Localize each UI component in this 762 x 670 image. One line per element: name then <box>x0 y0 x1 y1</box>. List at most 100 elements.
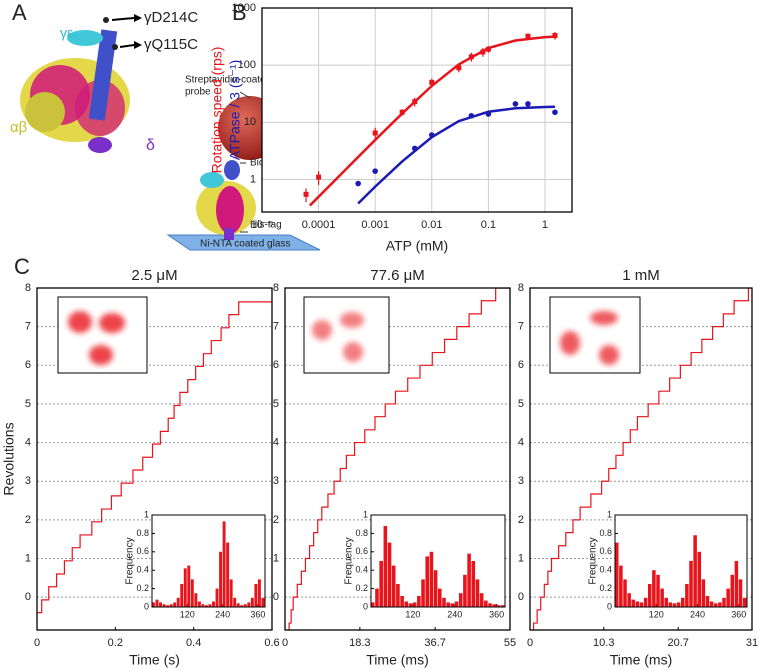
histogram-bar <box>169 604 173 607</box>
histogram-bar <box>222 521 226 607</box>
y-axis-label: Frequency <box>125 537 136 584</box>
histogram-bar <box>492 604 497 607</box>
histogram-bar <box>722 597 726 607</box>
data-point <box>525 101 531 107</box>
histogram-bar <box>152 602 155 607</box>
histogram-bar <box>162 604 166 607</box>
y-tick-label: 10 <box>244 116 256 128</box>
y-tick-label: 0.8 <box>599 528 612 538</box>
histogram-bar <box>701 579 706 607</box>
y-tick-label: 5 <box>273 398 279 410</box>
y-tick-label: 0 <box>273 591 279 603</box>
y-tick-label: 1 <box>518 552 524 564</box>
histogram-bar <box>709 601 714 607</box>
y-axis-label: Rotation speed (rps) <box>209 47 225 174</box>
histogram-bar <box>166 605 170 607</box>
y-tick-label: 2 <box>273 514 279 526</box>
histogram-bar <box>734 561 739 607</box>
y-tick-label: 0.6 <box>355 546 368 556</box>
plot-frame <box>261 7 573 213</box>
histogram-bar <box>627 593 631 607</box>
data-point <box>303 191 309 197</box>
x-tick-label: 0.1 <box>481 219 496 231</box>
histogram-bar <box>159 602 162 607</box>
histogram-bar <box>204 605 208 607</box>
histogram-bar <box>371 602 375 607</box>
x-tick-label: 120 <box>649 609 664 619</box>
y-tick-label: 100 <box>238 59 256 71</box>
y-tick-label: 4 <box>518 436 524 448</box>
histogram-bar <box>689 561 693 607</box>
x-tick-label: 240 <box>447 609 462 619</box>
histogram-bar <box>421 579 425 607</box>
x-axis-label: ATP (mM) <box>386 238 448 254</box>
histogram-bar <box>408 603 413 607</box>
structure-label: Streptavidin-coated <box>185 75 271 86</box>
x-axis-label: Time (s) <box>129 652 180 668</box>
histogram-bar <box>391 565 396 607</box>
histogram-bar <box>631 599 636 607</box>
histogram-bar <box>250 597 254 607</box>
y-tick-label: 0.4 <box>355 565 368 575</box>
y-tick-label: 1 <box>273 552 279 564</box>
histogram-bar <box>404 601 409 607</box>
histogram-bar <box>183 568 187 607</box>
plot-frame <box>614 514 748 608</box>
histogram-bar <box>379 561 383 607</box>
structure-label: γD214C <box>144 9 198 26</box>
y-tick-label: 0.4 <box>599 565 612 575</box>
y-tick-label: 8 <box>273 282 279 294</box>
histogram-bar <box>201 604 205 607</box>
histogram-bar <box>714 603 718 607</box>
data-point <box>552 109 558 116</box>
plot-area <box>152 515 265 607</box>
y-tick-label: 1000 <box>232 2 256 14</box>
histogram-bar <box>705 595 710 607</box>
x-tick-label: 36.7 <box>424 637 445 649</box>
histogram-bar <box>190 579 194 607</box>
plot-frame <box>370 514 506 608</box>
y-tick-label: 0.2 <box>355 583 368 593</box>
histogram-bar <box>180 584 184 607</box>
histogram-bar <box>197 601 201 607</box>
x-tick-label: 0 <box>527 637 533 649</box>
structure-label: δ <box>146 137 155 154</box>
y-tick-label: 3 <box>518 475 524 487</box>
y-tick-label: 5 <box>25 398 31 410</box>
chart-title: 77.6 μM <box>370 267 425 284</box>
y-tick-label: 6 <box>273 359 279 371</box>
histogram-bar <box>400 595 404 607</box>
y-tick-label: 7 <box>25 321 31 333</box>
position-insets <box>57 296 641 374</box>
data-point <box>456 65 462 71</box>
x-tick-label: 55 <box>504 637 516 649</box>
histogram-bar <box>450 603 455 607</box>
histogram-bar <box>236 603 240 607</box>
y-tick-label: 3 <box>25 475 31 487</box>
histogram-bar <box>417 595 421 607</box>
x-tick-label: 0.6 <box>264 637 279 649</box>
histogram-bar <box>484 600 488 607</box>
y-tick-label: 6 <box>25 359 31 371</box>
y-tick-label: 2 <box>25 514 31 526</box>
histogram-bar <box>615 542 619 607</box>
histogram-bar <box>668 602 673 607</box>
histogram-bar <box>446 602 450 607</box>
y-tick-label: 1 <box>607 509 612 519</box>
histogram-bar <box>257 579 261 607</box>
histogram-bar <box>454 601 459 607</box>
structure-label: His-tag <box>250 220 282 231</box>
y-tick-label: 0.4 <box>136 565 149 575</box>
histogram-bar <box>488 603 492 607</box>
x-tick-label: 120 <box>405 609 420 619</box>
plot-frame <box>151 514 266 608</box>
x-tick-label: 20.7 <box>668 637 689 649</box>
x-axis-label: Time (ms) <box>366 652 428 668</box>
y-tick-label: 0.8 <box>355 528 368 538</box>
data-point <box>316 174 322 180</box>
histogram-bar <box>471 561 476 607</box>
histogram-bar <box>648 584 652 607</box>
histogram-bar <box>240 605 244 607</box>
histogram-bar <box>412 602 417 607</box>
histogram-bar <box>254 584 258 607</box>
